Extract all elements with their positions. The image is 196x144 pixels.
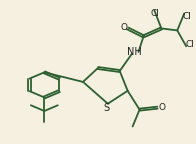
Text: O: O <box>121 23 128 32</box>
Text: NH: NH <box>127 47 142 57</box>
Text: S: S <box>104 103 110 113</box>
Text: Cl: Cl <box>182 12 191 21</box>
Text: O: O <box>159 103 166 112</box>
Text: Cl: Cl <box>185 40 194 49</box>
Text: Cl: Cl <box>150 9 159 18</box>
